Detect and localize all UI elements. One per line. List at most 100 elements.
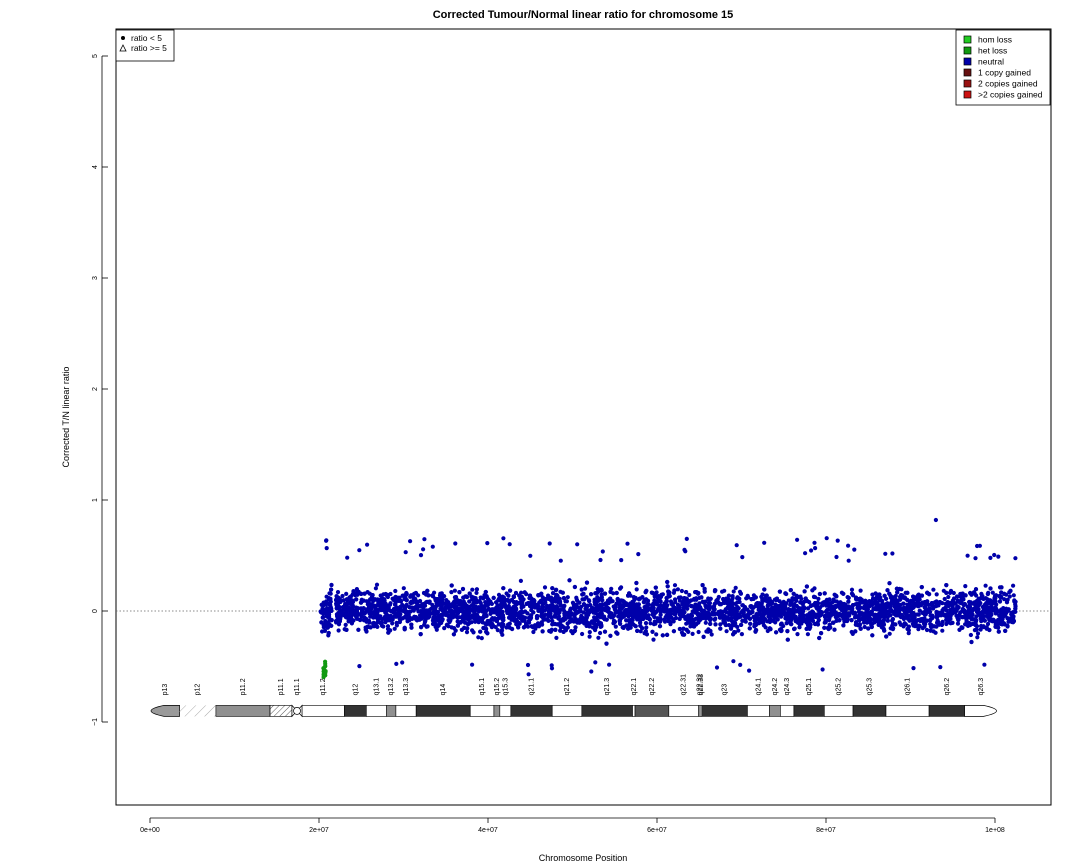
data-point — [768, 627, 773, 632]
series-neutral — [318, 517, 1018, 677]
data-point — [973, 622, 978, 628]
data-point — [853, 615, 858, 620]
data-point — [997, 594, 1002, 599]
data-point — [328, 597, 333, 602]
data-point — [501, 618, 506, 623]
data-point — [471, 630, 476, 635]
data-point — [558, 601, 563, 606]
data-point — [894, 599, 899, 604]
data-point — [942, 596, 947, 602]
data-point — [814, 606, 819, 611]
data-point — [634, 602, 640, 607]
data-point — [336, 628, 341, 633]
data-point — [987, 606, 992, 611]
data-point — [558, 628, 563, 633]
data-point — [508, 588, 513, 593]
data-point — [1012, 599, 1017, 604]
data-point — [996, 625, 1001, 630]
data-point — [871, 596, 876, 601]
data-point — [739, 622, 744, 628]
data-point — [484, 594, 489, 599]
data-point — [373, 586, 378, 591]
data-point — [636, 597, 642, 602]
y-tick-label: 0 — [92, 609, 99, 613]
data-point — [421, 590, 427, 596]
data-point — [724, 629, 729, 634]
data-point — [968, 632, 974, 638]
data-point — [349, 621, 354, 626]
data-point — [762, 617, 768, 622]
data-point — [849, 618, 854, 623]
data-point — [766, 602, 771, 607]
data-point — [488, 599, 493, 604]
data-point — [435, 597, 440, 602]
data-point — [664, 605, 669, 610]
data-point — [684, 590, 689, 595]
data-point — [997, 599, 1003, 604]
data-point — [451, 632, 456, 637]
data-point — [579, 587, 584, 592]
data-point — [735, 595, 740, 600]
data-point — [356, 627, 361, 632]
data-point — [695, 591, 701, 596]
data-point — [969, 601, 975, 606]
data-point — [484, 613, 489, 619]
data-point — [626, 593, 631, 598]
data-point — [502, 597, 507, 602]
data-point — [624, 602, 629, 608]
data-point — [974, 627, 979, 632]
data-point — [767, 619, 773, 625]
y-tick-label: 2 — [92, 387, 99, 391]
data-point — [862, 604, 867, 610]
x-axis: 0e+00 2e+07 4e+07 6e+07 8e+07 1e+08 — [140, 817, 1005, 834]
data-point — [335, 590, 341, 595]
data-point — [993, 611, 998, 616]
data-point — [791, 603, 796, 608]
data-point — [936, 620, 941, 625]
data-point — [471, 600, 476, 605]
data-point — [791, 591, 796, 596]
data-point — [382, 597, 387, 602]
data-point — [619, 585, 624, 590]
data-point — [872, 620, 877, 625]
data-point — [640, 626, 645, 631]
data-point — [864, 620, 869, 625]
data-point — [853, 629, 858, 634]
data-point — [827, 616, 832, 621]
data-point — [479, 636, 484, 641]
data-point — [767, 616, 772, 621]
data-point — [956, 617, 961, 623]
data-point — [392, 614, 397, 619]
data-point — [383, 616, 388, 622]
y-axis-label: Corrected T/N linear ratio — [61, 367, 71, 468]
data-point — [329, 608, 334, 613]
data-point — [858, 596, 863, 601]
data-point — [498, 595, 503, 600]
data-point — [738, 614, 743, 619]
x-tick-label: 8e+07 — [816, 827, 836, 834]
data-point — [965, 610, 970, 615]
data-point — [873, 591, 878, 596]
data-point — [846, 599, 851, 604]
data-point — [931, 587, 936, 592]
data-point — [506, 598, 511, 603]
data-point — [793, 619, 798, 624]
data-point — [572, 629, 577, 634]
data-point — [550, 618, 555, 624]
data-point — [587, 634, 592, 639]
data-point — [887, 631, 892, 636]
data-point — [495, 628, 500, 633]
data-point — [805, 616, 810, 621]
data-point — [817, 605, 823, 610]
data-point — [511, 594, 516, 599]
data-point — [921, 610, 926, 615]
data-point — [517, 610, 523, 615]
data-point — [1013, 606, 1018, 611]
data-point — [480, 609, 485, 614]
data-point — [549, 627, 554, 633]
data-point — [1013, 609, 1018, 614]
data-point — [397, 595, 402, 601]
data-point — [817, 591, 823, 597]
